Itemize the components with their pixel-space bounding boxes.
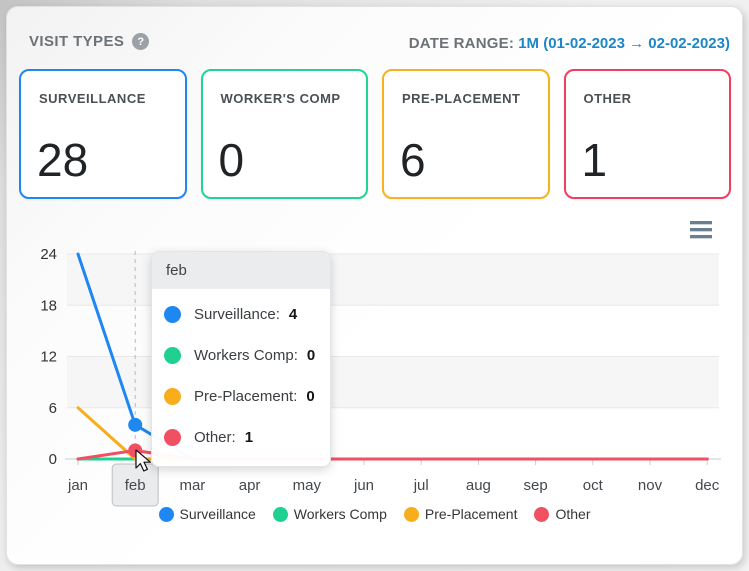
legend-item-pre-placement[interactable]: Pre-Placement: [403, 506, 517, 522]
card-value: 28: [37, 134, 89, 186]
card-pre-placement: PRE-PLACEMENT 6: [382, 69, 550, 199]
svg-text:0: 0: [49, 451, 57, 468]
date-range: DATE RANGE: 1M (01-02-2023 → 02-02-2023): [409, 35, 730, 52]
chart-menu-button[interactable]: [690, 221, 712, 238]
series-dot-icon: [403, 506, 419, 522]
legend-item-workers-comp[interactable]: Workers Comp: [272, 506, 387, 522]
svg-text:24: 24: [40, 246, 57, 263]
card-value: 0: [218, 134, 245, 186]
card-label: WORKER'S COMP: [220, 91, 341, 106]
svg-text:sep: sep: [524, 477, 548, 494]
series-dot-icon: [164, 347, 181, 364]
svg-text:mar: mar: [179, 477, 205, 494]
card-label: PRE-PLACEMENT: [402, 91, 521, 106]
visit-types-chart[interactable]: 0 6 12 18 24 jan feb mar apr may jun jul aug sep oct no…: [9, 239, 742, 511]
help-icon[interactable]: ?: [132, 33, 150, 50]
card-workers-comp: WORKER'S COMP 0: [200, 69, 368, 199]
svg-text:jan: jan: [67, 477, 88, 494]
svg-text:6: 6: [49, 400, 57, 417]
legend-item-other[interactable]: Other: [534, 506, 590, 522]
mouse-cursor: [135, 449, 151, 472]
tooltip-body: Surveillance: 4 Workers Comp: 0 Pre-Plac…: [152, 289, 330, 466]
chart-tooltip: feb Surveillance: 4 Workers Comp: 0 Pre-…: [151, 251, 331, 467]
panel-header: VISIT TYPES ?: [29, 33, 150, 50]
card-value: 6: [400, 134, 426, 186]
svg-text:jul: jul: [413, 477, 429, 494]
series-dot-icon: [534, 506, 550, 522]
legend-item-surveillance[interactable]: Surveillance: [158, 506, 256, 522]
svg-text:18: 18: [40, 297, 57, 314]
series-dot-icon: [164, 429, 181, 446]
hamburger-icon: [690, 221, 712, 224]
svg-text:oct: oct: [583, 477, 604, 494]
visit-types-panel: VISIT TYPES ? DATE RANGE: 1M (01-02-2023…: [6, 6, 743, 565]
svg-text:may: may: [293, 477, 322, 494]
tooltip-row: Workers Comp: 0: [164, 335, 318, 376]
tooltip-title: feb: [152, 252, 330, 289]
date-range-label: DATE RANGE:: [408, 35, 515, 52]
svg-text:feb: feb: [125, 477, 146, 494]
card-label: SURVEILLANCE: [39, 91, 146, 106]
svg-text:dec: dec: [695, 477, 720, 494]
card-label: OTHER: [583, 91, 632, 106]
series-dot-icon: [158, 506, 174, 522]
card-surveillance: SURVEILLANCE 28: [19, 69, 187, 199]
svg-text:12: 12: [40, 349, 57, 366]
date-range-value[interactable]: 1M (01-02-2023 → 02-02-2023): [518, 35, 730, 52]
tooltip-row: Surveillance: 4: [164, 294, 318, 335]
page-title: VISIT TYPES: [29, 33, 125, 50]
series-dot-icon: [164, 306, 181, 323]
svg-text:apr: apr: [239, 477, 261, 494]
svg-text:aug: aug: [466, 477, 491, 494]
chart-legend: Surveillance Workers Comp Pre-Placement …: [7, 506, 742, 522]
card-other: OTHER 1: [563, 69, 731, 199]
tooltip-row: Pre-Placement: 0: [164, 376, 318, 417]
stat-cards: SURVEILLANCE 28 WORKER'S COMP 0 PRE-PLAC…: [19, 69, 731, 199]
card-value: 1: [581, 134, 608, 186]
series-dot-icon: [272, 506, 288, 522]
svg-text:jun: jun: [353, 477, 374, 494]
svg-text:nov: nov: [638, 477, 663, 494]
tooltip-row: Other: 1: [164, 417, 318, 458]
series-dot-icon: [164, 388, 181, 405]
